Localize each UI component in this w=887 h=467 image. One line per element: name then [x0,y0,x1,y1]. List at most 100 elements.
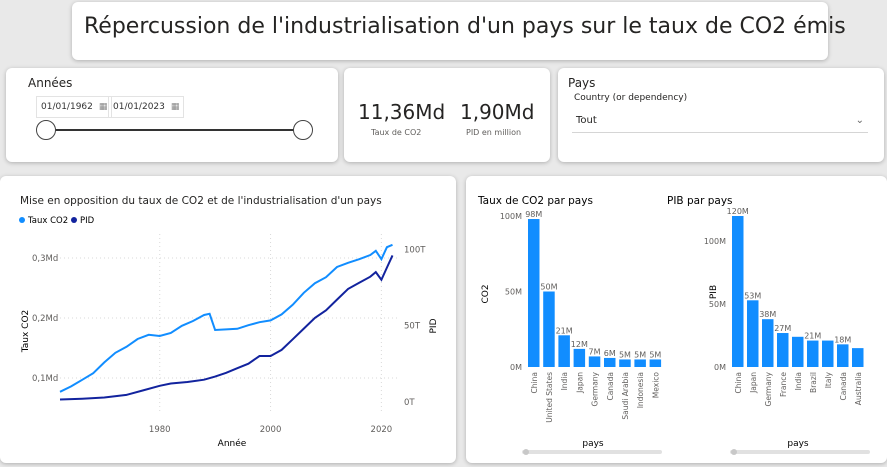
chart-title: Mise en opposition du taux de CO2 et de … [20,195,382,207]
co2-scrollbar[interactable] [522,450,662,454]
x-tick-label: India [560,372,569,390]
legend-pid-marker [71,217,77,223]
pib-scrollbar[interactable] [730,450,870,454]
bar-data-label: 5M [634,350,646,359]
years-label: Années [28,76,73,90]
bar-data-label: 21M [556,326,573,335]
legend-co2-label[interactable]: Taux CO2 [27,216,68,226]
kpi-pid-value: 1,90Md [460,100,535,124]
bar [807,340,819,367]
bar-data-label: 6M [604,349,616,358]
x-tick-label: India [794,372,803,390]
title-card: Répercussion de l'industrialisation d'un… [72,2,846,60]
x-tick-label: Indonesia [636,372,645,408]
x-tick-label: Canada [839,372,848,401]
pib-scrollbar-handle[interactable] [731,449,737,455]
bar-data-label: 18M [834,335,851,344]
end-date-field[interactable]: 01/01/2023 ▦ [108,96,185,118]
bar [732,216,744,367]
bar [837,344,849,367]
x-tick-label: United States [545,372,554,423]
x-tick-label: Japan [575,372,584,394]
pid-series-line[interactable] [59,254,394,401]
kpi-card: 11,36Md Taux de CO2 1,90Md PID en millio… [344,68,550,162]
start-date-value: 01/01/1962 [41,102,93,112]
start-date-field[interactable]: 01/01/1962 ▦ [36,96,113,118]
y-tick-label: 50M [505,288,522,297]
bar [792,336,804,367]
line-chart-card: Mise en opposition du taux de CO2 et de … [0,176,456,463]
co2-chart-title: Taux de CO2 par pays [477,195,593,207]
bar [619,359,631,367]
bar-data-label: 98M [525,210,542,219]
x-tick-label: Germany [764,371,773,406]
kpi-pid-label: PID en million [466,128,522,137]
x-tick-label: 1980 [149,425,171,435]
y2-tick-label: 0T [404,398,415,408]
y-tick-label: 0M [510,363,522,372]
kpi-co2-label: Taux de CO2 [371,128,422,137]
slider-start-handle[interactable] [36,120,56,140]
bar [649,359,662,367]
legend-co2-marker [19,217,25,223]
slider-end-handle[interactable] [293,120,313,140]
y2-axis-label: PID [429,318,439,333]
x-tick-label: Mexico [651,372,660,399]
x-tick-label: China [734,372,743,393]
y-tick-label: 50M [709,300,726,309]
y-tick-label: 100M [500,212,522,221]
bar [588,356,601,367]
co2-scrollbar-handle[interactable] [523,449,529,455]
chevron-down-icon[interactable]: ⌄ [855,115,864,126]
co2-x-axis-label: pays [582,439,604,449]
bar-data-label: 12M [571,340,588,349]
country-selected-value: Tout [576,115,597,126]
bar-data-label: 120M [727,207,749,216]
year-range-slider[interactable] [44,129,310,131]
x-tick-label: 2020 [371,425,393,435]
country-dropdown[interactable]: Tout ⌄ [572,110,868,133]
bar [777,333,789,367]
x-axis-label: Année [218,438,247,449]
bar-data-label: 7M [589,347,601,356]
y-tick-label: 0,3Md [32,254,58,264]
x-tick-label: Saudi Arabia [621,372,630,420]
legend-pid-label[interactable]: PID [80,216,95,226]
country-slicer: Pays Country (or dependency) Tout ⌄ [558,68,884,162]
x-tick-label: China [530,372,539,393]
bar-data-label: 5M [649,350,661,359]
bar [604,357,616,367]
bar [543,291,555,367]
x-tick-label: Germany [591,371,600,406]
country-field-label: Country (or dependency) [574,93,688,103]
x-tick-label: Brazil [809,372,818,393]
x-tick-label: France [779,372,788,397]
co2-y-axis-label: CO2 [481,284,491,303]
bar [852,348,864,367]
x-tick-label: Italy [824,371,833,388]
kpi-co2-value: 11,36Md [358,100,446,124]
y2-tick-label: 100T [404,245,426,255]
bar-data-label: 5M [619,350,631,359]
bar [558,335,570,367]
bar [822,340,834,367]
years-slicer: Années 01/01/1962 ▦ 01/01/2023 ▦ [6,68,338,162]
bar [634,359,646,367]
calendar-icon[interactable]: ▦ [170,102,180,112]
bar-data-label: 53M [744,291,761,300]
pib-chart-title: PIB par pays [667,195,733,207]
pib-y-axis-label: PIB [709,285,719,299]
co2-vs-pid-line-chart: Mise en opposition du taux de CO2 et de … [19,195,439,449]
bar-charts: Taux de CO2 par pays PIB par pays 0M 50M 1… [477,195,870,455]
bar-data-label: 38M [759,310,776,319]
bar-data-label: 50M [540,283,557,292]
x-tick-label: Australia [854,372,863,405]
y2-tick-label: 50T [404,322,421,332]
co2-series-line[interactable] [59,243,393,393]
x-tick-label: 2000 [260,425,282,435]
pib-x-axis-label: pays [787,439,809,449]
bar-data-label: 27M [774,324,791,333]
bar-charts-card: Taux de CO2 par pays PIB par pays 0M 50M 1… [466,176,887,463]
bar [573,348,586,367]
calendar-icon[interactable]: ▦ [98,102,108,112]
